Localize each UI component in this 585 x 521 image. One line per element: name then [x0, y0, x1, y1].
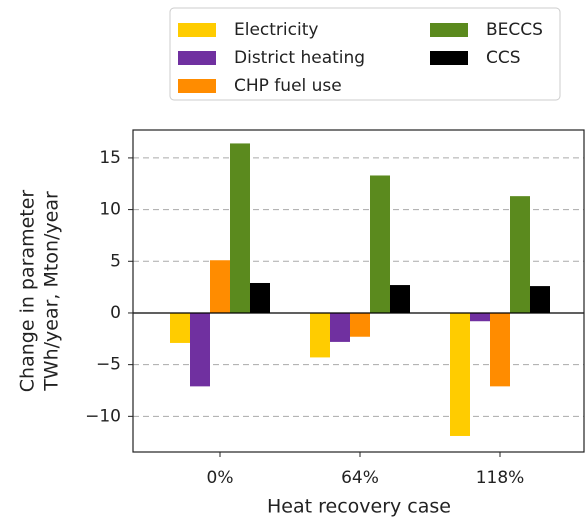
y-axis-label-line: TWh/year, Mton/year [41, 191, 63, 392]
bar [370, 175, 390, 313]
bar [210, 260, 230, 313]
y-tick-label: 10 [99, 200, 121, 220]
x-axis-label: Heat recovery case [267, 496, 451, 518]
bar [450, 312, 470, 436]
y-tick-label: 5 [110, 251, 121, 271]
legend-label: BECCS [486, 20, 543, 40]
bar [230, 143, 250, 313]
bar [470, 312, 490, 322]
x-tick-label: 118% [476, 468, 525, 488]
y-axis-label: Change in parameter TWh/year, Mton/year [17, 190, 63, 393]
x-tick-label: 0% [207, 468, 234, 488]
legend-label: Electricity [234, 20, 318, 40]
bar [390, 285, 410, 313]
y-tick-label: 15 [99, 148, 121, 168]
bar [170, 312, 190, 343]
x-tick-label: 64% [341, 468, 379, 488]
legend-swatch [178, 23, 216, 37]
y-tick-label: −5 [96, 355, 121, 375]
legend-swatch [178, 79, 216, 93]
legend-label: CCS [486, 48, 521, 68]
y-tick-label: −10 [85, 406, 121, 426]
bar [330, 312, 350, 342]
bar [190, 312, 210, 387]
bar [310, 312, 330, 358]
legend-label: District heating [234, 48, 365, 68]
legend-swatch [430, 23, 468, 37]
bar [350, 312, 370, 337]
legend-swatch [178, 51, 216, 65]
legend-label: CHP fuel use [234, 76, 342, 96]
plot-frame [132, 129, 585, 453]
legend-swatch [430, 51, 468, 65]
bar [530, 286, 550, 313]
bar [250, 282, 270, 313]
bar [490, 312, 510, 387]
y-axis-label-line: Change in parameter [17, 190, 39, 393]
y-tick-label: 0 [110, 303, 121, 323]
bar [510, 196, 530, 313]
